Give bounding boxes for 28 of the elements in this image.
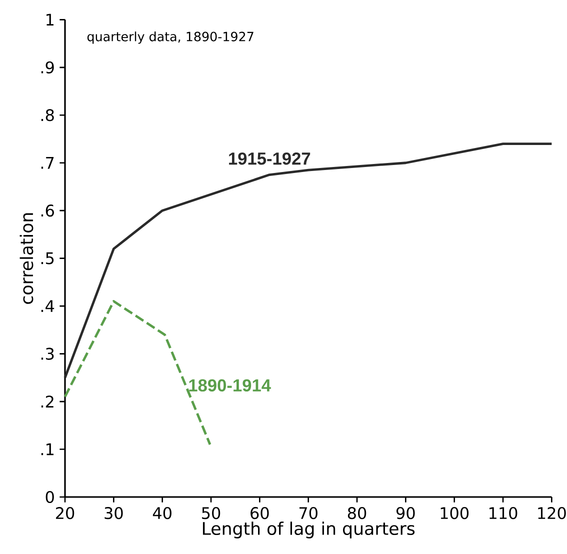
y-tick-label: .3: [41, 348, 54, 360]
y-tick-label: .6: [41, 204, 54, 217]
y-tick-label: .7: [41, 157, 54, 169]
annotation: quarterly data, 1890-1927: [87, 32, 254, 44]
y-tick-label: 0: [46, 490, 54, 504]
x-tick-label: 40: [152, 507, 172, 520]
series-label: 1890-1914: [189, 379, 271, 392]
line-series: [64, 142, 553, 379]
y-tick-label: .9: [41, 61, 54, 74]
x-tick-label: 100: [440, 507, 469, 520]
x-tick-label: 20: [56, 507, 74, 520]
y-tick-label: .5: [41, 252, 54, 264]
y-tick-label: 1: [46, 14, 54, 26]
series-label: 1915-1927: [229, 152, 310, 165]
x-tick-label: 50: [202, 507, 220, 520]
x-tick-label: 30: [104, 507, 123, 520]
x-tick-label: 70: [299, 507, 318, 520]
y-tick-label: .4: [41, 300, 54, 312]
y-axis-title: correlation: [20, 213, 34, 304]
x-axis-title: Length of lag in quarters: [202, 522, 415, 538]
x-tick-label: 120: [538, 507, 566, 520]
x-tick-label: 80: [348, 507, 366, 520]
x-tick-label: 60: [250, 507, 269, 520]
x-tick-label: 110: [489, 507, 518, 520]
x-tick-label: 90: [396, 507, 415, 520]
y-tick-label: .8: [41, 109, 54, 122]
y-tick-label: .1: [41, 443, 54, 456]
y-tick-label: .2: [41, 396, 54, 408]
